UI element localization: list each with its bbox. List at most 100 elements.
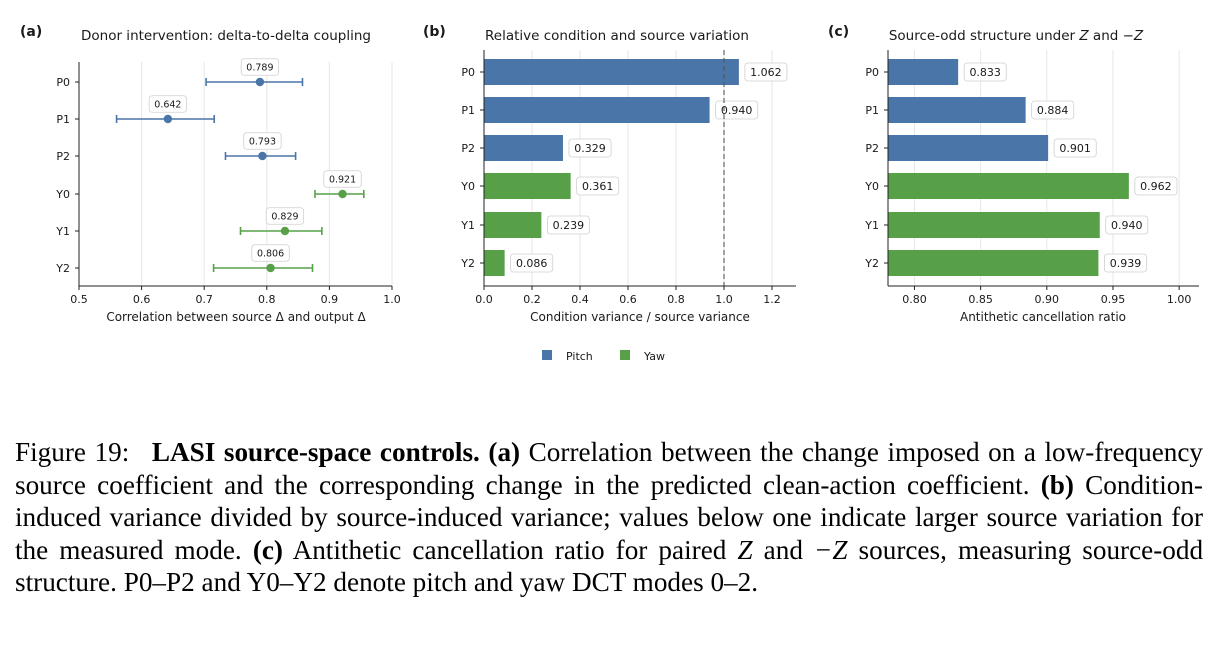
data-label-y2-box bbox=[1104, 253, 1147, 273]
panel-c-x-tick-label: 1.00 bbox=[1167, 293, 1192, 306]
panel-b-marks: 1.062 0.940 0.329 0.361 0.239 0.086 bbox=[484, 50, 788, 286]
panel-c-x-tick-label: 0.80 bbox=[902, 293, 927, 306]
panel-c-y-tick-label-y1: Y1 bbox=[864, 219, 879, 232]
bar-p0 bbox=[888, 59, 959, 85]
panel-a-y-tick-label-y2: Y2 bbox=[55, 262, 70, 275]
legend-pitch-label: Pitch bbox=[566, 350, 593, 363]
data-label-y2: 0.086 bbox=[516, 257, 548, 270]
legend: Pitch Yaw bbox=[542, 350, 665, 363]
panel-c-grid bbox=[913, 50, 1180, 286]
panel-c-title-negz: Z bbox=[1133, 28, 1144, 44]
panel-c-x-label: Antithetic cancellation ratio bbox=[960, 310, 1126, 324]
data-label-p0-box bbox=[963, 62, 1007, 82]
panel-c-title-z: Z bbox=[1078, 28, 1089, 44]
panel-b-x-tick-label: 1.2 bbox=[763, 293, 781, 306]
legend-yaw-swatch bbox=[620, 350, 630, 360]
data-label-p0-box bbox=[240, 58, 280, 76]
panel-c-title-text: Source-odd structure under bbox=[889, 28, 1080, 44]
data-label-p0: 1.062 bbox=[750, 66, 782, 79]
data-label-y0-box bbox=[1134, 176, 1178, 196]
panel-b-x-label: Condition variance / source variance bbox=[530, 310, 750, 324]
panel-b-x-tick-label: 0.6 bbox=[619, 293, 637, 306]
data-label-y1-box bbox=[265, 207, 305, 225]
data-label-y1: 0.239 bbox=[553, 219, 585, 232]
panel-a-x-tick-label: 0.9 bbox=[321, 293, 339, 306]
panel-c-title-and: and − bbox=[1089, 28, 1134, 44]
bar-y0 bbox=[888, 173, 1129, 199]
panel-a-title: Donor intervention: delta-to-delta coupl… bbox=[81, 28, 371, 44]
data-label-p2: 0.793 bbox=[249, 136, 276, 147]
bar-y2 bbox=[484, 250, 505, 276]
data-label-p0-box bbox=[744, 62, 788, 82]
data-label-p0: 0.789 bbox=[246, 62, 273, 73]
panel-b-grid bbox=[483, 50, 773, 286]
data-label-p1: 0.940 bbox=[721, 104, 753, 117]
panel-a-y-tick-label-p2: P2 bbox=[56, 150, 70, 163]
panel-c-y-tick-label-y0: Y0 bbox=[864, 180, 879, 193]
panel-c-x-ticks: 0.80 0.85 0.90 0.95 1.00 bbox=[902, 286, 1191, 306]
panel-b-y-ticks: P0 P1 P2 Y0 Y1 Y2 bbox=[460, 66, 484, 270]
bar-p0 bbox=[484, 59, 739, 85]
point-p0 bbox=[255, 77, 265, 87]
panel-a-x-tick-label: 1.0 bbox=[383, 293, 401, 306]
panel-a-label: (a) bbox=[20, 24, 42, 40]
data-label-p2: 0.329 bbox=[574, 142, 606, 155]
panel-b-y-tick-label-y2: Y2 bbox=[460, 257, 475, 270]
caption-part-c-text-2: sources, measuring source-odd structure.… bbox=[15, 534, 1204, 598]
point-y1 bbox=[280, 226, 290, 236]
data-label-y1: 0.829 bbox=[271, 211, 298, 222]
data-label-y0: 0.361 bbox=[582, 180, 614, 193]
panel-c-y-tick-label-p0: P0 bbox=[865, 66, 879, 79]
data-label-p2-box bbox=[1053, 138, 1097, 158]
panel-a-y-tick-label-p1: P1 bbox=[56, 113, 70, 126]
point-p1 bbox=[163, 114, 173, 124]
bar-y1 bbox=[484, 212, 542, 238]
panel-c-marks: 0.833 0.884 0.901 0.962 0.940 0.939 bbox=[888, 59, 1178, 276]
data-label-y1: 0.940 bbox=[1111, 219, 1143, 232]
bar-y0 bbox=[484, 173, 571, 199]
data-label-p2-box bbox=[568, 138, 612, 158]
caption-neg-z: −Z bbox=[814, 534, 848, 565]
data-label-y2-box bbox=[251, 244, 290, 262]
panel-b-label: (b) bbox=[423, 24, 446, 40]
caption-part-a-text: Correlation between the change imposed o… bbox=[15, 437, 1204, 500]
caption-part-b-text: Condition-induced variance divided by so… bbox=[15, 469, 1203, 565]
bar-p2 bbox=[484, 135, 563, 161]
panel-c-y-tick-label-p2: P2 bbox=[865, 142, 879, 155]
panel-b-x-tick-label: 0.8 bbox=[667, 293, 685, 306]
caption-part-b-label: (b) bbox=[1040, 469, 1074, 500]
panel-a: (a) Donor intervention: delta-to-delta c… bbox=[20, 24, 401, 324]
panel-c-y-tick-label-y2: Y2 bbox=[864, 257, 879, 270]
panel-b-y-tick-label-y0: Y0 bbox=[460, 180, 475, 193]
panel-a-y-tick-label-y1: Y1 bbox=[55, 225, 70, 238]
panel-c-y-ticks: P0 P1 P2 Y0 Y1 Y2 bbox=[864, 66, 888, 270]
data-label-y0: 0.962 bbox=[1140, 180, 1172, 193]
panel-c-x-tick-label: 0.85 bbox=[968, 293, 993, 306]
panel-b-x-tick-label: 1.0 bbox=[715, 293, 733, 306]
data-label-y2-box bbox=[510, 253, 554, 273]
figure: (a) Donor intervention: delta-to-delta c… bbox=[20, 24, 1199, 363]
legend-pitch-swatch bbox=[542, 350, 552, 360]
panel-b-y-tick-label-p2: P2 bbox=[461, 142, 475, 155]
bar-p1 bbox=[484, 97, 710, 123]
data-label-p2-box bbox=[243, 132, 282, 150]
caption-part-a-label: (a) bbox=[488, 437, 521, 467]
panel-a-x-ticks: 0.5 0.6 0.7 0.8 0.9 1.0 bbox=[70, 286, 401, 306]
panel-b-y-tick-label-y1: Y1 bbox=[460, 219, 475, 232]
data-label-y0: 0.921 bbox=[329, 174, 356, 185]
panel-a-y-ticks: P0 P1 P2 Y0 Y1 Y2 bbox=[55, 76, 79, 275]
legend-yaw-label: Yaw bbox=[643, 350, 665, 363]
panel-a-x-label: Correlation between source Δ and output … bbox=[106, 310, 366, 324]
data-label-p2: 0.901 bbox=[1059, 142, 1091, 155]
panel-c-x-tick-label: 0.90 bbox=[1035, 293, 1060, 306]
panel-c-title: Source-odd structure under Z and −Z bbox=[889, 28, 1144, 44]
panel-b-x-tick-label: 0.4 bbox=[571, 293, 589, 306]
caption-part-c-label: (c) bbox=[252, 534, 283, 565]
panel-c-label: (c) bbox=[828, 24, 849, 40]
data-label-y2: 0.939 bbox=[1110, 257, 1142, 270]
panel-b: (b) Relative condition and source variat… bbox=[423, 24, 796, 363]
point-y0 bbox=[338, 189, 347, 199]
panel-b-y-tick-label-p0: P0 bbox=[461, 66, 475, 79]
data-label-p1: 0.642 bbox=[154, 99, 181, 110]
caption-part-c-text-1: Antithetic cancellation ratio for paired bbox=[292, 534, 727, 565]
